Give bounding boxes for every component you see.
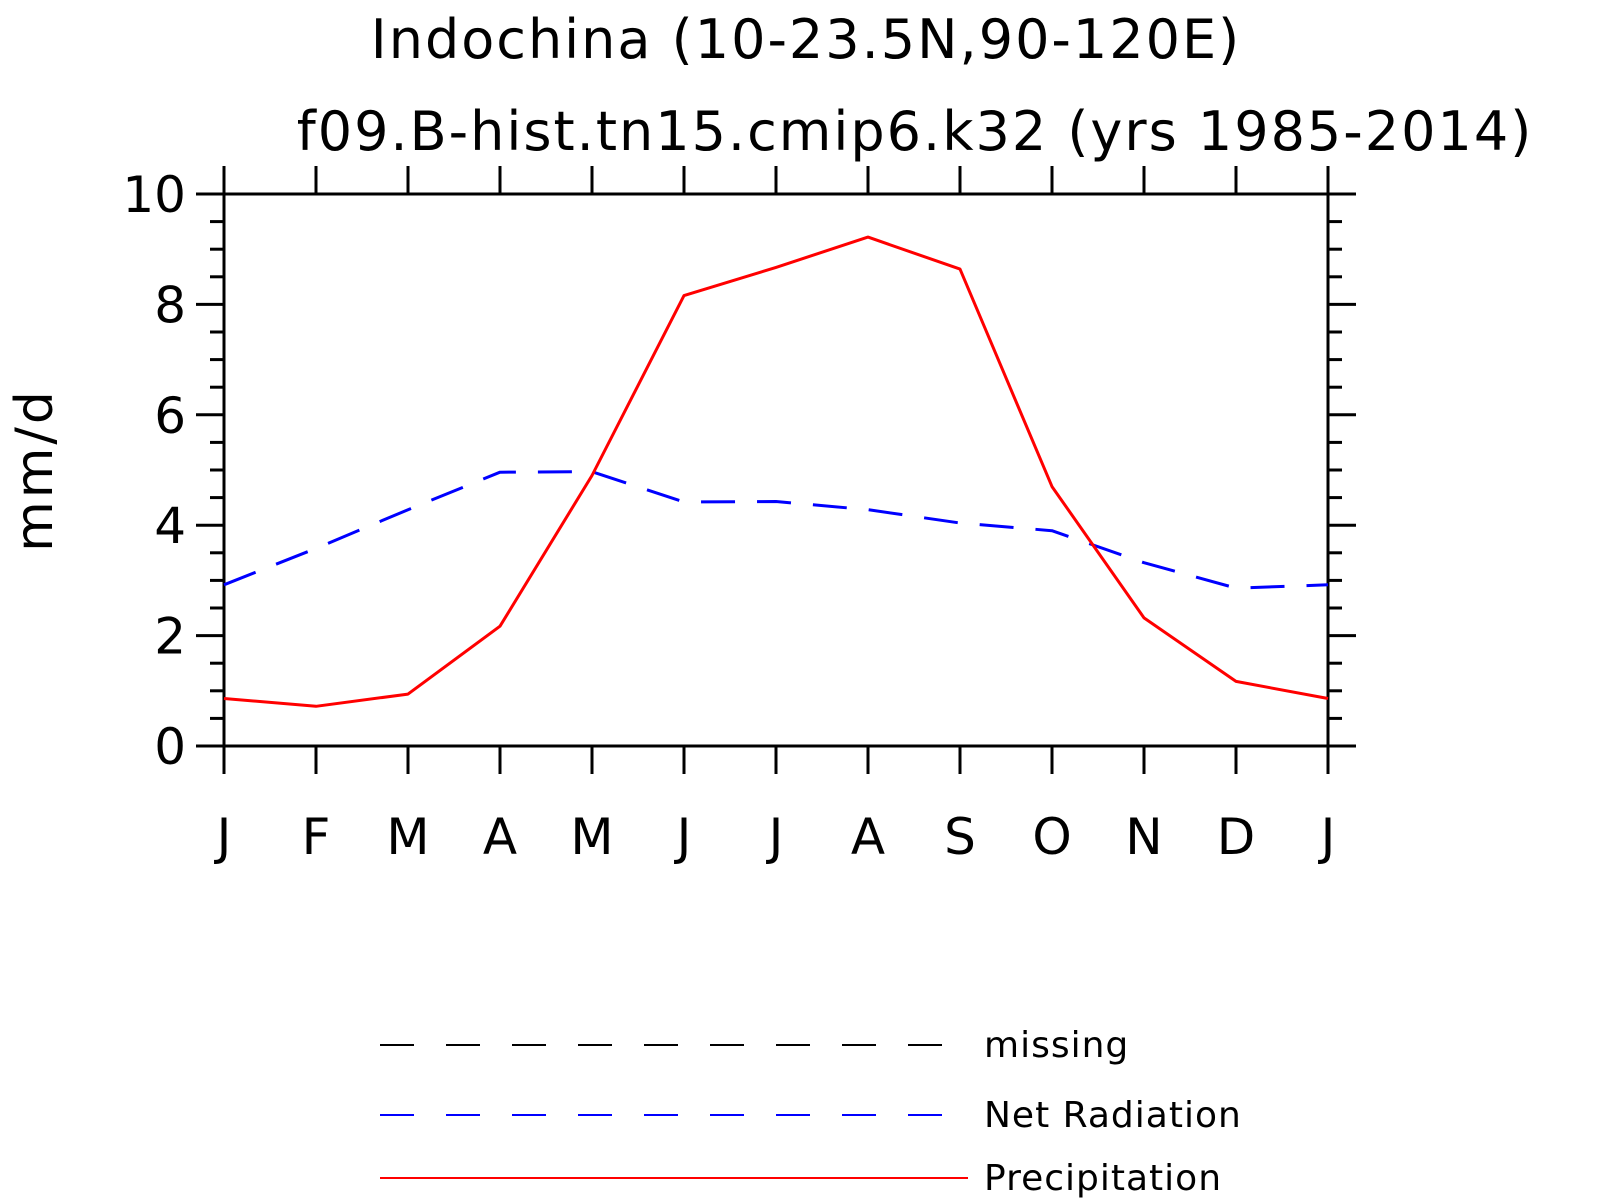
chart-subtitle: f09.B-hist.tn15.cmip6.k32 (yrs 1985-2014… [297, 100, 1534, 163]
x-tick-label: A [483, 808, 517, 866]
plot-frame [222, 192, 1330, 748]
y-axis-title: mm/d [5, 388, 65, 552]
series-line-precipitation [223, 235, 1329, 708]
y-tick-label: 6 [154, 387, 186, 445]
x-tick-label: N [1125, 808, 1162, 866]
x-tick-label: J [214, 808, 232, 866]
x-tick-label: O [1032, 808, 1071, 866]
x-tick-label: J [1318, 808, 1336, 866]
x-tick-label: J [766, 808, 784, 866]
x-tick-label: A [851, 808, 885, 866]
x-tick-label: F [302, 808, 331, 866]
chart-title: Indochina (10-23.5N,90-120E) [371, 8, 1241, 71]
y-tick-label: 10 [122, 166, 186, 224]
x-tick-label: M [386, 808, 429, 866]
y-tick-label: 4 [154, 497, 186, 555]
x-tick-label: M [570, 808, 613, 866]
series-line-net-radiation [223, 470, 1329, 590]
x-tick-label: J [674, 808, 692, 866]
x-tick-label: D [1217, 808, 1256, 866]
legend-label: Precipitation [984, 1158, 1222, 1199]
legend-label: missing [984, 1025, 1129, 1066]
legend: missing Net Radiation Precipitation [380, 1025, 1242, 1199]
legend-label: Net Radiation [984, 1095, 1242, 1136]
y-tick-label: 0 [154, 718, 186, 776]
y-tick-label: 2 [154, 608, 186, 666]
y-tick-label: 8 [154, 276, 186, 334]
x-tick-label: S [944, 808, 976, 866]
